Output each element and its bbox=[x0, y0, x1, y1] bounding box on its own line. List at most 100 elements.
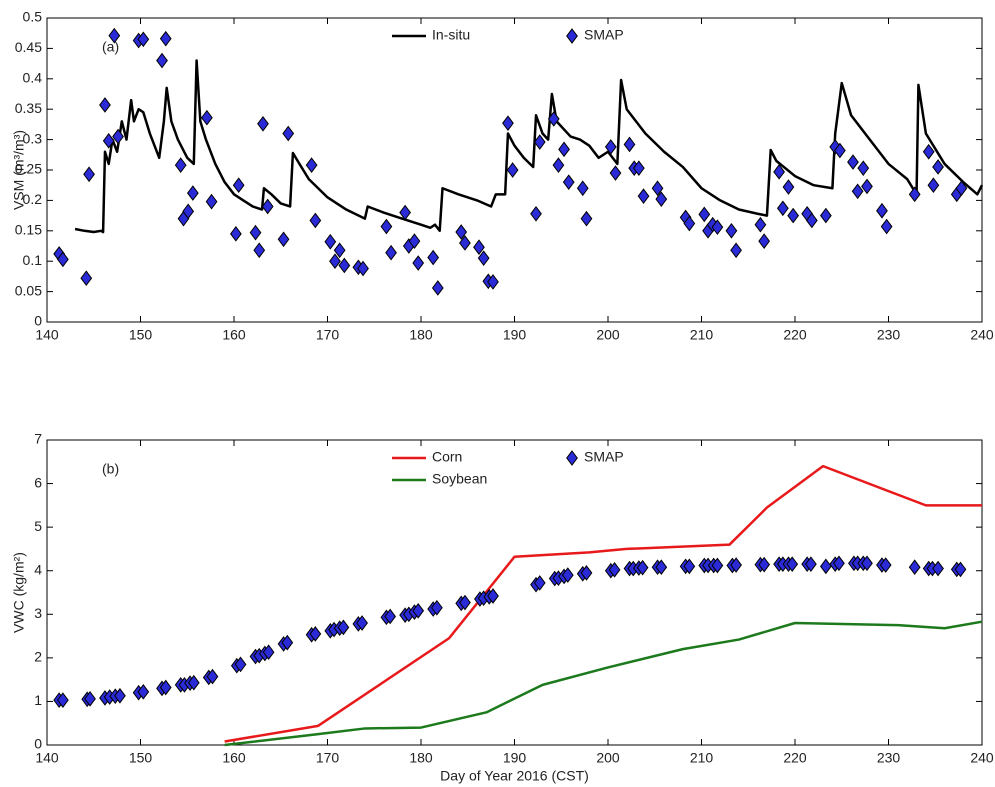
data-point bbox=[711, 557, 724, 574]
data-point bbox=[861, 178, 873, 195]
data-point bbox=[819, 558, 832, 575]
data-point bbox=[156, 52, 168, 69]
data-point bbox=[412, 602, 425, 619]
data-point bbox=[201, 109, 213, 126]
y-tick-label: 3 bbox=[34, 605, 42, 621]
data-point bbox=[333, 242, 346, 259]
legend-label: SMAP bbox=[584, 449, 624, 465]
data-point bbox=[309, 212, 322, 229]
data-point bbox=[80, 270, 93, 287]
x-tick-label: 240 bbox=[970, 327, 994, 343]
data-point bbox=[427, 249, 440, 266]
data-point bbox=[112, 128, 124, 145]
data-point bbox=[533, 575, 546, 591]
data-point bbox=[502, 115, 514, 132]
data-point bbox=[637, 188, 650, 204]
data-point bbox=[477, 250, 490, 266]
data-point bbox=[683, 558, 696, 575]
x-tick-label: 160 bbox=[222, 327, 246, 343]
data-point bbox=[83, 166, 95, 183]
data-point bbox=[773, 163, 785, 180]
data-point bbox=[187, 674, 200, 691]
data-point bbox=[876, 202, 888, 219]
data-point bbox=[459, 235, 471, 251]
data-point bbox=[558, 141, 570, 158]
data-point bbox=[530, 205, 542, 222]
x-tick-label: 180 bbox=[409, 750, 433, 766]
annotation: (b) bbox=[102, 461, 119, 477]
data-point bbox=[847, 154, 859, 170]
y-tick-label: 0.3 bbox=[23, 130, 43, 146]
legend-label: SMAP bbox=[584, 27, 624, 43]
x-tick-label: 220 bbox=[783, 750, 807, 766]
data-point bbox=[380, 218, 393, 235]
data-point bbox=[487, 274, 499, 290]
y-tick-label: 0.25 bbox=[15, 161, 42, 177]
data-point bbox=[102, 132, 115, 149]
data-point bbox=[84, 690, 96, 707]
x-tick-label: 210 bbox=[690, 750, 714, 766]
data-point bbox=[880, 218, 893, 235]
data-point bbox=[309, 626, 322, 642]
data-point bbox=[651, 180, 664, 197]
data-point bbox=[725, 222, 738, 239]
data-point bbox=[338, 257, 351, 274]
x-tick-label: 200 bbox=[596, 327, 620, 343]
data-point bbox=[186, 185, 199, 201]
data-point bbox=[819, 207, 832, 224]
data-point bbox=[576, 180, 589, 197]
data-point bbox=[833, 555, 845, 572]
y-tick-label: 0.45 bbox=[15, 39, 42, 55]
data-point bbox=[257, 115, 269, 132]
data-point bbox=[955, 180, 968, 197]
data-point bbox=[927, 177, 940, 194]
y-tick-label: 5 bbox=[34, 518, 42, 534]
y-tick-label: 0.4 bbox=[23, 70, 43, 86]
y-tick-label: 0.05 bbox=[15, 282, 42, 298]
data-point bbox=[431, 280, 444, 296]
data-point bbox=[229, 226, 242, 242]
y-tick-label: 0 bbox=[34, 736, 42, 752]
data-point bbox=[758, 556, 771, 573]
data-point bbox=[580, 210, 593, 227]
x-tick-label: 240 bbox=[970, 750, 994, 766]
data-point bbox=[754, 216, 767, 233]
data-point bbox=[561, 567, 574, 583]
x-tick-label: 210 bbox=[690, 327, 714, 343]
y-tick-label: 0.5 bbox=[23, 9, 43, 25]
legend-swatch bbox=[566, 450, 578, 466]
data-point bbox=[632, 160, 645, 177]
data-point bbox=[329, 253, 341, 270]
data-point bbox=[851, 183, 864, 200]
data-point bbox=[805, 556, 817, 573]
data-point bbox=[787, 207, 800, 224]
y-tick-label: 0.15 bbox=[15, 222, 42, 238]
data-point bbox=[711, 219, 724, 235]
data-point bbox=[604, 139, 617, 155]
x-tick-label: 150 bbox=[129, 327, 153, 343]
data-point bbox=[758, 233, 771, 249]
data-point bbox=[261, 198, 274, 215]
data-point bbox=[57, 692, 69, 708]
data-point bbox=[399, 204, 411, 221]
data-point bbox=[305, 157, 318, 173]
data-point bbox=[552, 157, 565, 173]
data-point bbox=[782, 179, 795, 195]
data-point bbox=[730, 557, 742, 573]
data-point bbox=[99, 97, 111, 113]
annotation: (a) bbox=[102, 39, 119, 55]
x-tick-label: 220 bbox=[783, 327, 807, 343]
x-tick-label: 140 bbox=[35, 327, 59, 343]
data-point bbox=[908, 559, 921, 576]
data-point bbox=[385, 244, 397, 261]
data-point bbox=[683, 215, 696, 232]
data-point bbox=[206, 668, 219, 685]
data-point bbox=[337, 619, 350, 636]
y-tick-label: 0.35 bbox=[15, 100, 42, 116]
y-tick-label: 7 bbox=[34, 431, 42, 447]
data-point bbox=[636, 559, 649, 576]
data-point bbox=[281, 634, 294, 651]
data-point bbox=[159, 30, 172, 47]
data-point bbox=[108, 27, 121, 44]
